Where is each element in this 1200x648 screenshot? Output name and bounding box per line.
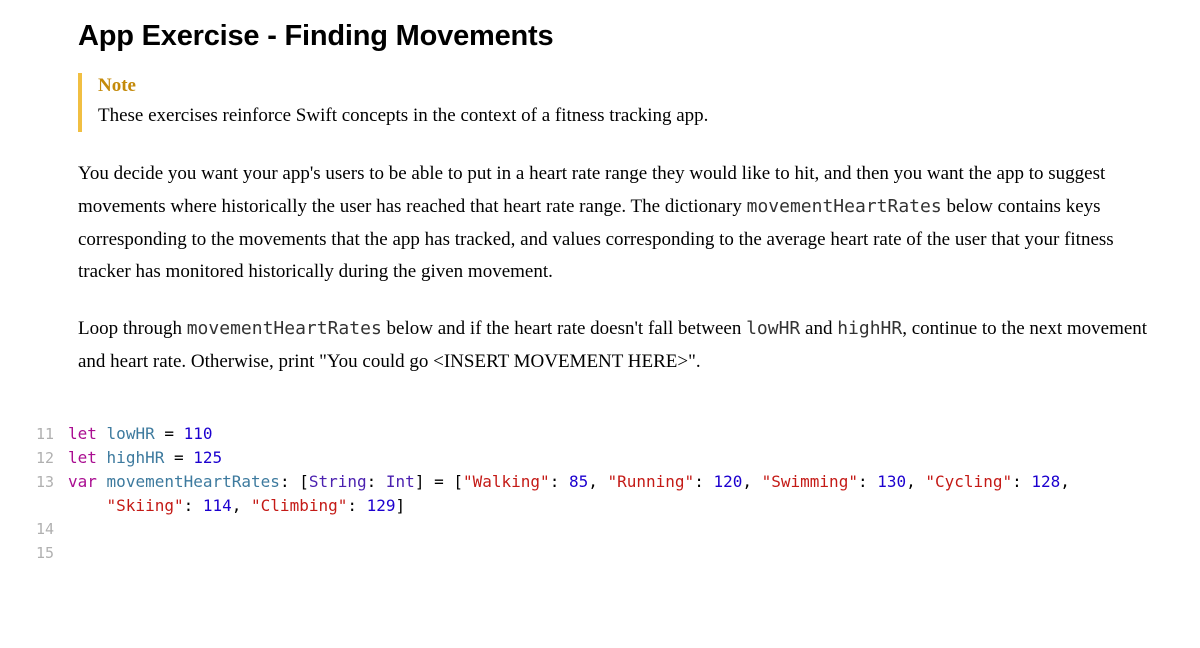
inline-code: movementHeartRates — [747, 196, 942, 217]
identifier: highHR — [107, 448, 165, 467]
space — [97, 448, 107, 467]
inline-code: lowHR — [746, 318, 800, 339]
string-literal: "Running" — [607, 472, 694, 491]
line-number: 11 — [18, 422, 68, 446]
text: Loop through — [78, 318, 187, 339]
code-text: "Skiing": 114, "Climbing": 129] — [68, 494, 405, 517]
paragraph-1: You decide you want your app's users to … — [78, 158, 1170, 289]
punct: : — [858, 472, 877, 491]
number-literal: 129 — [367, 496, 396, 515]
punct: ] — [396, 496, 406, 515]
number-literal: 120 — [713, 472, 742, 491]
code-line: 15 — [78, 541, 1200, 565]
type: Int — [386, 472, 415, 491]
code-line-continuation: "Skiing": 114, "Climbing": 129] — [78, 494, 1200, 517]
code-block: 11 let lowHR = 110 12 let highHR = 125 1… — [0, 402, 1200, 564]
code-line: 13 var movementHeartRates: [String: Int]… — [78, 470, 1200, 494]
string-literal: "Skiing" — [107, 496, 184, 515]
keyword: var — [68, 472, 97, 491]
operator: = — [164, 448, 193, 467]
space — [97, 472, 107, 491]
document-content: App Exercise - Finding Movements Note Th… — [0, 0, 1200, 378]
punct: ] = [ — [415, 472, 463, 491]
paragraph-2: Loop through movementHeartRates below an… — [78, 313, 1170, 378]
number-literal: 125 — [193, 448, 222, 467]
line-number: 12 — [18, 446, 68, 470]
string-literal: "Walking" — [463, 472, 550, 491]
punct: : — [1012, 472, 1031, 491]
punct: : — [347, 496, 366, 515]
space — [97, 424, 107, 443]
code-text: let highHR = 125 — [68, 446, 222, 469]
callout-title: Note — [98, 75, 1170, 97]
number-literal: 114 — [203, 496, 232, 515]
number-literal: 130 — [877, 472, 906, 491]
text: below and if the heart rate doesn't fall… — [382, 318, 746, 339]
code-text-empty — [68, 541, 78, 564]
punct: , — [742, 472, 761, 491]
page-title: App Exercise - Finding Movements — [78, 20, 1170, 53]
keyword: let — [68, 448, 97, 467]
line-number: 14 — [18, 517, 68, 541]
line-number: 15 — [18, 541, 68, 565]
code-line: 14 — [78, 517, 1200, 541]
type: String — [309, 472, 367, 491]
punct: , — [232, 496, 251, 515]
punct: : — [694, 472, 713, 491]
punct: , — [1060, 472, 1079, 491]
operator: = — [155, 424, 184, 443]
number-literal: 128 — [1031, 472, 1060, 491]
punct: : — [367, 472, 386, 491]
code-line: 11 let lowHR = 110 — [78, 422, 1200, 446]
text: and — [800, 318, 837, 339]
punct: , — [588, 472, 607, 491]
punct: : [ — [280, 472, 309, 491]
string-literal: "Cycling" — [925, 472, 1012, 491]
note-callout: Note These exercises reinforce Swift con… — [78, 73, 1170, 132]
code-text-empty — [68, 517, 78, 540]
punct: , — [906, 472, 925, 491]
string-literal: "Swimming" — [762, 472, 858, 491]
inline-code: highHR — [837, 318, 902, 339]
punct: : — [550, 472, 569, 491]
code-text: let lowHR = 110 — [68, 422, 213, 445]
number-literal: 110 — [184, 424, 213, 443]
punct: : — [184, 496, 203, 515]
keyword: let — [68, 424, 97, 443]
code-line: 12 let highHR = 125 — [78, 446, 1200, 470]
code-text: var movementHeartRates: [String: Int] = … — [68, 470, 1080, 493]
identifier: movementHeartRates — [107, 472, 280, 491]
line-number-empty — [18, 494, 68, 496]
inline-code: movementHeartRates — [187, 318, 382, 339]
number-literal: 85 — [569, 472, 588, 491]
string-literal: "Climbing" — [251, 496, 347, 515]
identifier: lowHR — [107, 424, 155, 443]
line-number: 13 — [18, 470, 68, 494]
callout-body: These exercises reinforce Swift concepts… — [98, 101, 1170, 130]
